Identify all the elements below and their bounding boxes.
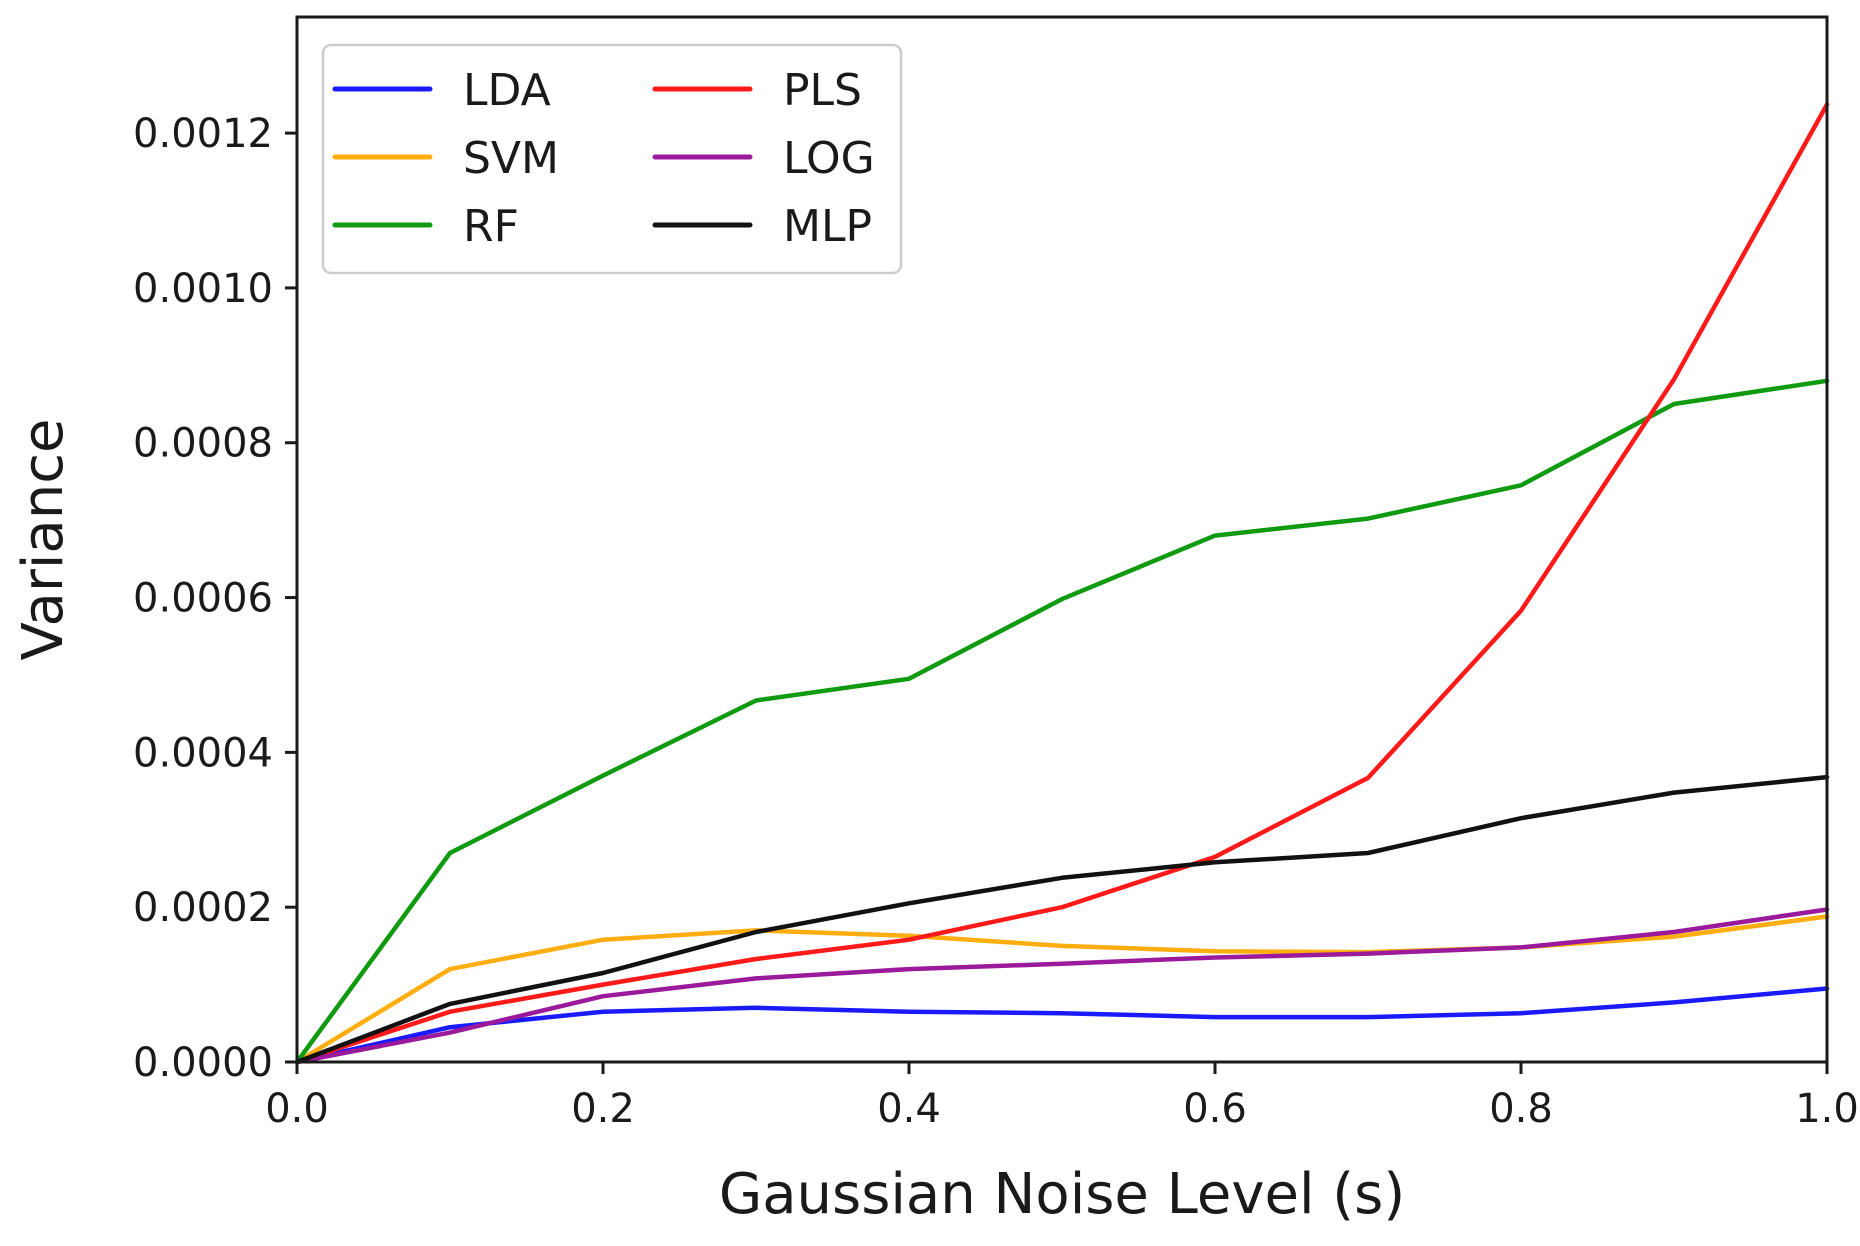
series-line-rf [294,378,1830,1065]
series-line-lda [294,986,1830,1065]
x-tick-label: 1.0 [1795,1086,1859,1132]
y-tick-label: 0.0008 [133,421,273,467]
y-tick-label: 0.0000 [133,1040,273,1086]
x-axis-ticks: 0.0 0.2 0.4 0.6 0.8 1.0 [265,1062,1859,1132]
x-tick-label: 0.6 [1183,1086,1247,1132]
legend-item-svm: SVM [332,133,559,184]
legend-label: PLS [783,65,862,116]
y-tick-label: 0.0006 [133,576,273,622]
series-layer [294,102,1830,1065]
y-tick-label: 0.0004 [133,730,273,776]
legend-label: LOG [783,133,875,184]
y-tick-label: 0.0010 [133,266,273,312]
legend-label: RF [463,201,519,252]
x-tick-label: 0.0 [265,1086,329,1132]
legend-label: SVM [463,133,559,184]
legend: LDA SVM RF PLS LOG MLP [321,43,903,275]
legend-item-mlp: MLP [652,201,872,252]
series-line-pls [294,102,1830,1065]
plot-frame [295,15,1829,1064]
legend-label: MLP [783,201,872,252]
x-tick-label: 0.8 [1489,1086,1553,1132]
legend-item-log: LOG [652,133,875,184]
x-axis-label: Gaussian Noise Level (s) [719,1162,1405,1227]
x-tick-label: 0.4 [877,1086,941,1132]
y-axis-ticks: 0.0000 0.0002 0.0004 0.0006 0.0008 0.0010 0.00… [133,111,297,1086]
x-tick-label: 0.2 [571,1086,635,1132]
y-axis-label: Variance [11,419,76,661]
legend-item-pls: PLS [652,65,862,116]
legend-item-lda: LDA [332,65,551,116]
legend-label: LDA [463,65,551,116]
series-line-log [294,907,1830,1065]
series-line-mlp [294,774,1830,1065]
y-tick-label: 0.0002 [133,885,273,931]
y-tick-label: 0.0012 [133,111,273,157]
legend-item-rf: RF [332,201,519,252]
legend-box [321,43,903,275]
